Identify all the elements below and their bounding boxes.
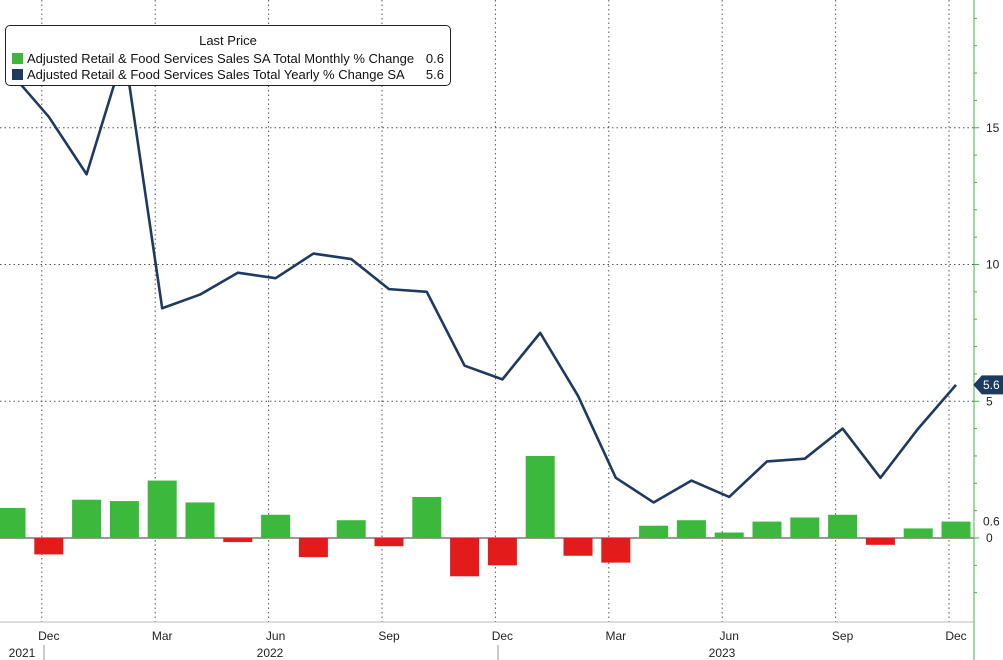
monthly-change-bar bbox=[223, 538, 253, 543]
monthly-change-bar bbox=[0, 507, 26, 538]
monthly-change-bar bbox=[487, 538, 517, 566]
yearly-change-series-line bbox=[10, 49, 957, 504]
last-value-tag: 0.6 bbox=[974, 512, 1003, 531]
monthly-change-bar bbox=[865, 538, 895, 545]
legend: Last Price Adjusted Retail & Food Servic… bbox=[5, 25, 451, 86]
x-year-label: 2023 bbox=[709, 646, 736, 660]
y-tick-label: 5 bbox=[986, 394, 993, 408]
last-value-tag-bg bbox=[973, 375, 1003, 395]
monthly-change-bar bbox=[525, 455, 555, 538]
legend-swatch-yearly bbox=[12, 68, 23, 80]
monthly-change-bar bbox=[903, 528, 933, 538]
x-month-label: Sep bbox=[832, 629, 854, 643]
monthly-change-bar bbox=[601, 538, 631, 563]
monthly-change-bars bbox=[0, 455, 971, 577]
legend-title: Last Price bbox=[199, 33, 257, 48]
monthly-change-bar bbox=[336, 520, 366, 538]
monthly-change-bar bbox=[34, 538, 64, 555]
y-tick-label: 15 bbox=[986, 121, 1000, 135]
last-value-tag-bg bbox=[974, 512, 1003, 531]
monthly-change-bar bbox=[185, 502, 215, 538]
x-month-label: Dec bbox=[945, 629, 966, 643]
x-month-label: Dec bbox=[38, 629, 59, 643]
monthly-change-bar bbox=[828, 514, 858, 538]
monthly-change-bar bbox=[941, 521, 971, 538]
grid-lines bbox=[0, 0, 974, 622]
legend-item-monthly: Adjusted Retail & Food Services Sales SA… bbox=[12, 50, 444, 66]
monthly-change-bar bbox=[147, 480, 177, 538]
y-tick-label: 10 bbox=[986, 258, 1000, 272]
monthly-change-bar bbox=[563, 538, 593, 556]
monthly-change-bar bbox=[639, 525, 669, 538]
monthly-change-bar bbox=[374, 538, 404, 547]
monthly-change-bar bbox=[72, 499, 102, 538]
monthly-change-bar bbox=[298, 538, 328, 558]
x-month-label: Mar bbox=[152, 629, 173, 643]
x-month-label: Dec bbox=[492, 629, 513, 643]
monthly-change-bar bbox=[790, 517, 820, 538]
last-value-tag-text: 0.6 bbox=[983, 515, 1000, 529]
legend-value-yearly: 5.6 bbox=[425, 66, 444, 82]
monthly-change-bar bbox=[752, 521, 782, 538]
x-year-label: 2022 bbox=[257, 646, 284, 660]
last-value-tag: 5.6 bbox=[973, 375, 1003, 395]
y-tick-label: 0 bbox=[986, 531, 993, 545]
x-month-label: Jun bbox=[720, 629, 739, 643]
last-value-tag-text: 5.6 bbox=[983, 378, 1000, 392]
legend-item-yearly: Adjusted Retail & Food Services Sales To… bbox=[12, 66, 444, 82]
legend-label-yearly: Adjusted Retail & Food Services Sales To… bbox=[27, 66, 405, 82]
x-month-label: Sep bbox=[378, 629, 400, 643]
monthly-change-bar bbox=[450, 538, 480, 577]
monthly-change-bar bbox=[261, 514, 291, 538]
monthly-change-bar bbox=[412, 496, 442, 538]
monthly-change-bar bbox=[109, 501, 139, 538]
legend-value-monthly: 0.6 bbox=[425, 50, 444, 66]
x-year-label: 2021 bbox=[9, 646, 36, 660]
yearly-change-line bbox=[10, 49, 957, 504]
x-month-label: Jun bbox=[266, 629, 285, 643]
legend-swatch-monthly bbox=[12, 52, 23, 64]
legend-label-monthly: Adjusted Retail & Food Services Sales SA… bbox=[27, 50, 415, 66]
x-month-label: Mar bbox=[605, 629, 626, 643]
monthly-change-bar bbox=[676, 520, 706, 538]
monthly-change-bar bbox=[714, 532, 744, 538]
